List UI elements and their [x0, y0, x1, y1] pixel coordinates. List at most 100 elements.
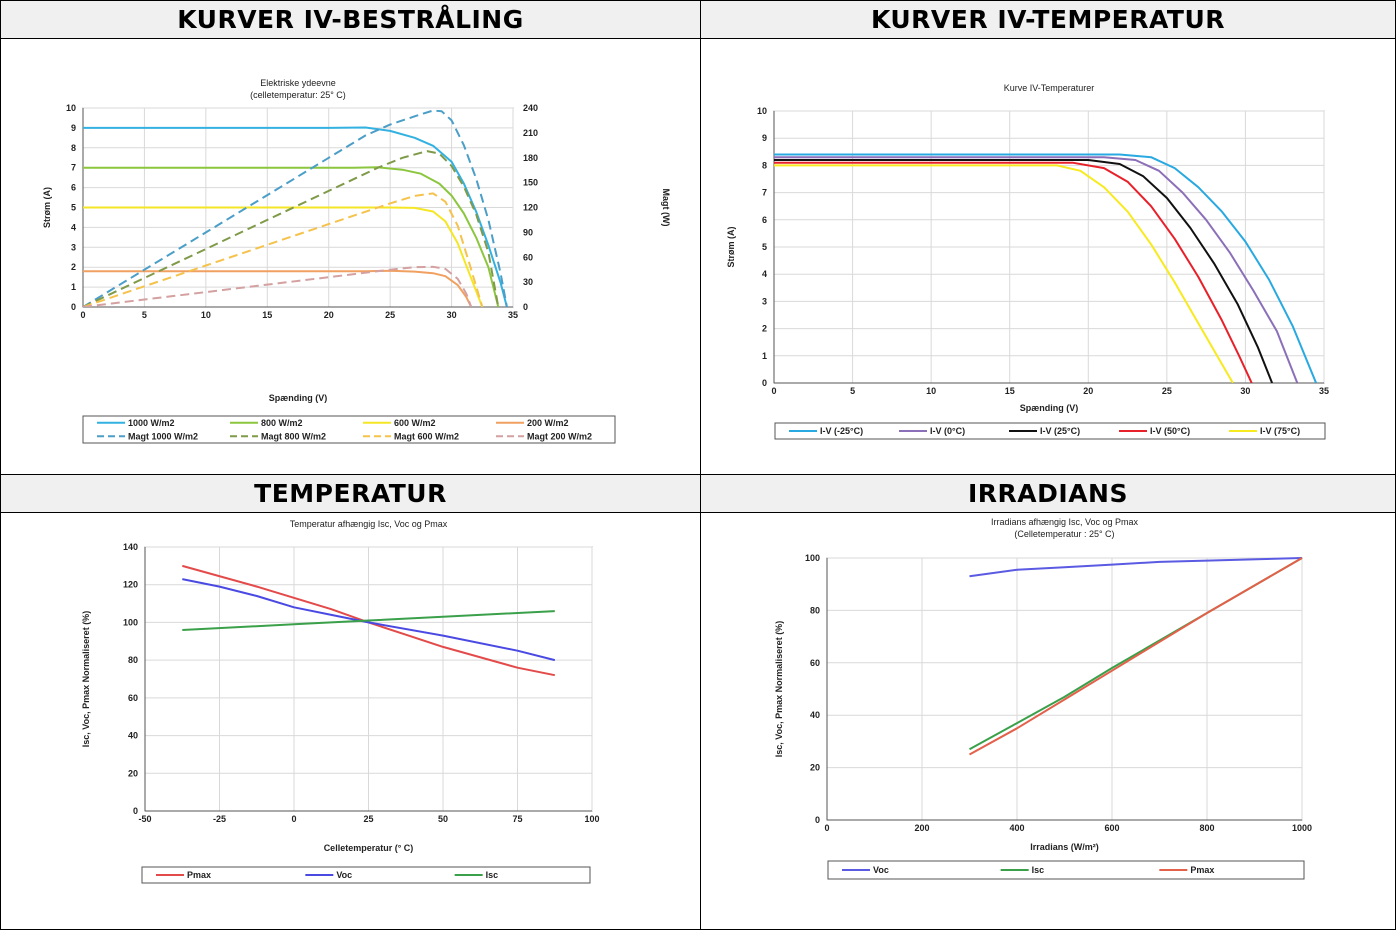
y-tick-label: 2: [762, 324, 767, 334]
y-tick-label: 7: [762, 188, 767, 198]
legend: 1000 W/m2 800 W/m2 600 W/m2 200 W/m2 Magt 10…: [82, 415, 616, 444]
series-line: [83, 109, 508, 307]
x-tick-label: 35: [508, 310, 518, 320]
legend-box: [774, 422, 1326, 440]
temperature-chart: Temperatur afhængig Isc, Voc og Pmax -50 -…: [81, 519, 600, 884]
y-tick-label: 5: [762, 242, 767, 252]
legend: Pmax Voc Isc: [141, 866, 591, 884]
y-axis-label: Strøm (A): [42, 187, 52, 228]
legend: I-V (-25°C) I-V (0°C) I-V (25°C) I-V (50°C)…: [774, 422, 1326, 440]
y-tick-label: 0: [815, 815, 820, 825]
y-tick-label: 0: [133, 806, 138, 816]
x-tick-label: 100: [584, 814, 599, 824]
chart-title: Kurve IV-Temperaturer: [1004, 83, 1095, 93]
y-tick-label: 80: [128, 655, 138, 665]
y-tick-label: 60: [810, 658, 820, 668]
panel-iv-irradiance: KURVER IV-BESTRÅLING Elektriske ydeevne (…: [0, 0, 701, 475]
legend-label: I-V (0°C): [930, 426, 965, 436]
legend: Voc Isc Pmax: [827, 860, 1305, 880]
x-tick-label: 400: [1009, 823, 1024, 833]
chart-title: Elektriske ydeevne: [260, 78, 336, 88]
chart-title: Temperatur afhængig Isc, Voc og Pmax: [290, 519, 448, 529]
legend-box: [827, 860, 1305, 880]
chart-subtitle: (celletemperatur: 25° C): [250, 90, 346, 100]
legend-label: Isc: [486, 870, 499, 880]
series-line: [969, 557, 1303, 756]
series-line: [774, 159, 1274, 383]
y2-tick-label: 90: [523, 227, 533, 237]
x-tick-label: 0: [824, 823, 829, 833]
y-tick-label: 0: [71, 302, 76, 312]
y-tick-label: 20: [128, 768, 138, 778]
x-tick-label: 15: [262, 310, 272, 320]
x-tick-label: 0: [771, 386, 776, 396]
panel-temperature: TEMPERATUR Temperatur afhængig Isc, Voc …: [0, 474, 701, 930]
x-axis-label: Celletemperatur (° C): [324, 843, 414, 853]
legend-label: I-V (25°C): [1040, 426, 1080, 436]
legend-label: Magt 1000 W/m2: [128, 431, 198, 441]
y2-tick-label: 120: [523, 203, 538, 213]
series-line: [182, 610, 555, 631]
legend-label: 200 W/m2: [527, 418, 569, 428]
y2-tick-label: 0: [523, 302, 528, 312]
x-tick-label: 25: [1162, 386, 1172, 396]
y-tick-label: 60: [128, 693, 138, 703]
legend-label: Isc: [1032, 865, 1045, 875]
y-tick-label: 2: [71, 262, 76, 272]
x-tick-label: -50: [138, 814, 151, 824]
legend-label: Magt 800 W/m2: [261, 431, 326, 441]
chart-title: Irradians afhængig Isc, Voc og Pmax: [991, 517, 1139, 527]
panel-heading: IRRADIANS: [701, 475, 1395, 513]
legend-label: I-V (50°C): [1150, 426, 1190, 436]
irradiance-chart: Irradians afhængig Isc, Voc og Pmax (Cell…: [774, 517, 1312, 880]
legend-label: Voc: [873, 865, 889, 875]
y-tick-label: 10: [66, 103, 76, 113]
y-axis-label: Isc, Voc, Pmax Normaliseret (%): [81, 611, 91, 747]
x-tick-label: 30: [1240, 386, 1250, 396]
x-tick-label: 30: [447, 310, 457, 320]
x-tick-label: 50: [438, 814, 448, 824]
x-tick-label: 20: [1083, 386, 1093, 396]
iv-irradiance-chart: Elektriske ydeevne (celletemperatur: 25° …: [42, 78, 671, 444]
y-tick-label: 40: [128, 731, 138, 741]
legend-label: Voc: [336, 870, 352, 880]
x-tick-label: 20: [324, 310, 334, 320]
y-tick-label: 1: [762, 351, 767, 361]
legend-label: 1000 W/m2: [128, 418, 175, 428]
x-tick-label: 10: [201, 310, 211, 320]
series-line: [774, 156, 1299, 383]
legend-label: Magt 200 W/m2: [527, 431, 592, 441]
series-line: [969, 557, 1303, 578]
y-tick-label: 140: [123, 542, 138, 552]
panel-irradiance: IRRADIANS Irradians afhængig Isc, Voc og…: [700, 474, 1396, 930]
panel-iv-temperature: KURVER IV-TEMPERATUR Kurve IV-Temperatur…: [700, 0, 1396, 475]
legend-label: Pmax: [1190, 865, 1214, 875]
y-tick-label: 1: [71, 282, 76, 292]
series-line: [182, 578, 556, 662]
y-tick-label: 0: [762, 378, 767, 388]
legend-box: [82, 415, 616, 444]
series-line: [83, 269, 473, 307]
y2-axis-label: Magt (W): [661, 189, 671, 227]
series-line: [83, 206, 484, 307]
y-tick-label: 120: [123, 580, 138, 590]
y-tick-label: 5: [71, 203, 76, 213]
x-tick-label: 15: [1005, 386, 1015, 396]
y-tick-label: 6: [762, 215, 767, 225]
x-tick-label: 0: [80, 310, 85, 320]
series-line: [774, 153, 1318, 383]
chart-subtitle: (Celletemperatur : 25° C): [1014, 529, 1114, 539]
series-line: [83, 192, 484, 307]
x-tick-label: 800: [1199, 823, 1214, 833]
x-tick-label: 5: [850, 386, 855, 396]
x-tick-label: 200: [914, 823, 929, 833]
legend-label: 600 W/m2: [394, 418, 436, 428]
y-tick-label: 7: [71, 163, 76, 173]
series-line: [774, 161, 1253, 383]
x-tick-label: 25: [385, 310, 395, 320]
y2-tick-label: 150: [523, 178, 538, 188]
series-line: [83, 150, 500, 307]
y-tick-label: 100: [123, 617, 138, 627]
y-tick-label: 40: [810, 710, 820, 720]
